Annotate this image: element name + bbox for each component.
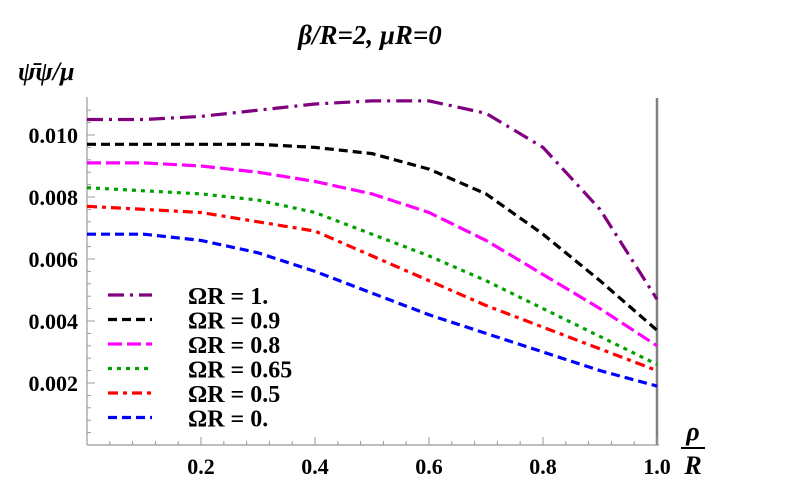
legend-label: ΩR = 1. — [188, 284, 268, 310]
x-axis-label-denominator: R — [683, 451, 701, 480]
series-lines — [86, 99, 659, 388]
y-tick-label: 0.006 — [29, 247, 79, 272]
series-line-4 — [86, 204, 658, 373]
legend-label: ΩR = 0.5 — [188, 382, 280, 408]
series-line-3 — [86, 186, 658, 366]
x-tick-label: 0.2 — [187, 454, 215, 479]
x-tick-label: 0.4 — [301, 454, 329, 479]
y-tick-label: 0.002 — [29, 371, 79, 396]
y-tick-label: 0.010 — [29, 123, 79, 148]
legend-label: ΩR = 0. — [188, 407, 268, 433]
legend-label: ΩR = 0.8 — [188, 333, 280, 359]
y-axis-label: ψ̄ψ/μ — [18, 57, 74, 86]
series-line-2 — [87, 161, 658, 348]
y-tick-label: 0.004 — [29, 309, 79, 334]
series-line-5 — [87, 232, 658, 388]
series-line-1 — [87, 142, 659, 332]
x-tick-label: 0.8 — [529, 454, 557, 479]
y-tick-label: 0.008 — [29, 185, 79, 210]
axes — [86, 97, 659, 446]
series-line-0 — [87, 99, 659, 301]
legend-label: ΩR = 0.65 — [188, 358, 292, 384]
x-axis-label-numerator: ρ — [685, 417, 699, 446]
x-tick-label: 0.6 — [415, 454, 443, 479]
chart-title: β/R=2, μR=0 — [297, 20, 442, 50]
legend-label: ΩR = 0.9 — [188, 309, 280, 335]
tick-labels: 0.2 0.4 0.6 0.8 1.0 0.002 0.004 0.006 0.008 0.010 — [29, 123, 671, 479]
x-tick-label: 1.0 — [643, 454, 671, 479]
